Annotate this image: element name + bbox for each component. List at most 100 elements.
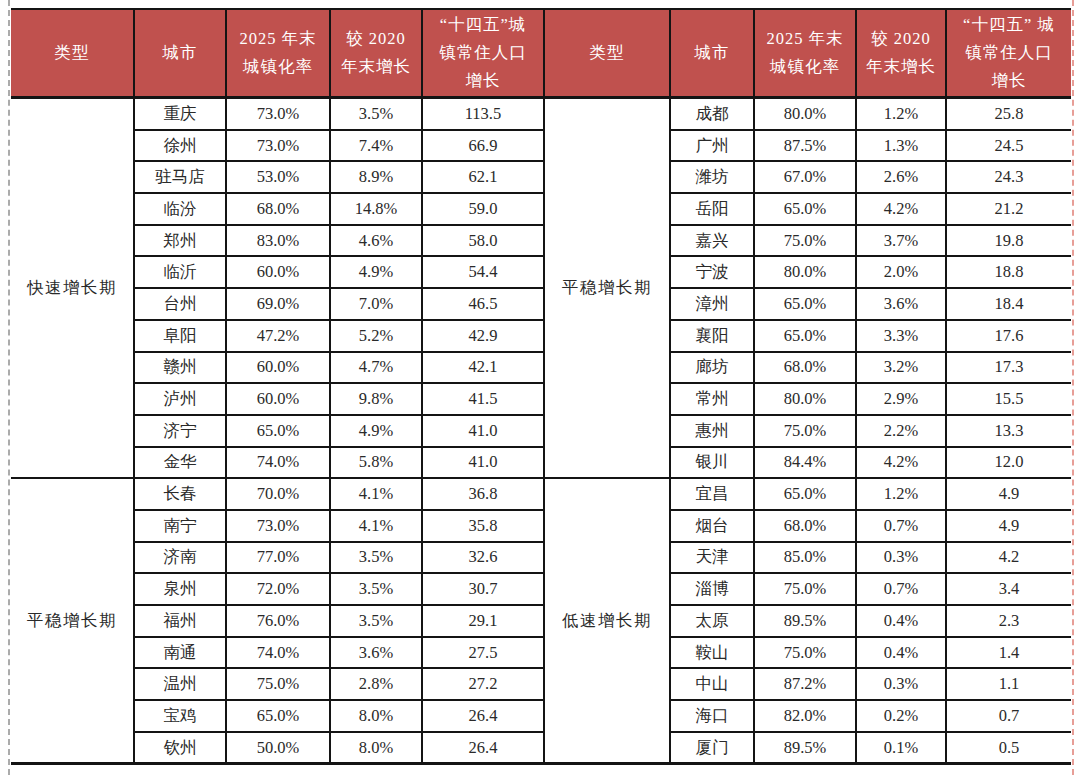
pop-cell: 42.9 xyxy=(422,320,544,352)
pop-cell: 4.9 xyxy=(946,510,1071,542)
table-row: 金华74.0%5.8%41.0银川84.4%4.2%12.0 xyxy=(11,447,1071,479)
growth-cell: 0.3% xyxy=(856,542,946,574)
pop-cell: 113.5 xyxy=(422,98,544,130)
rate-cell: 68.0% xyxy=(754,510,856,542)
rate-cell: 53.0% xyxy=(226,161,330,193)
pop-cell: 46.5 xyxy=(422,288,544,320)
rate-cell: 65.0% xyxy=(226,700,330,732)
pop-cell: 41.5 xyxy=(422,383,544,415)
growth-cell: 0.4% xyxy=(856,605,946,637)
header-type-right: 类型 xyxy=(544,9,670,98)
pop-cell: 13.3 xyxy=(946,415,1071,447)
rate-cell: 73.0% xyxy=(226,130,330,162)
pop-cell: 19.8 xyxy=(946,225,1071,257)
city-cell: 成都 xyxy=(670,98,754,130)
growth-cell: 3.7% xyxy=(856,225,946,257)
growth-cell: 4.9% xyxy=(330,256,422,288)
growth-cell: 4.7% xyxy=(330,352,422,384)
growth-cell: 0.1% xyxy=(856,732,946,764)
table-body: 快速增长期重庆73.0%3.5%113.5平稳增长期成都80.0%1.2%25.… xyxy=(11,98,1071,764)
city-cell: 廊坊 xyxy=(670,352,754,384)
growth-cell: 8.0% xyxy=(330,732,422,764)
city-cell: 中山 xyxy=(670,668,754,700)
rate-cell: 75.0% xyxy=(754,637,856,669)
city-cell: 台州 xyxy=(134,288,226,320)
header-city-left: 城市 xyxy=(134,9,226,98)
table-row: 钦州50.0%8.0%26.4厦门89.5%0.1%0.5 xyxy=(11,732,1071,764)
pop-cell: 30.7 xyxy=(422,573,544,605)
pop-cell: 2.3 xyxy=(946,605,1071,637)
table-row: 快速增长期重庆73.0%3.5%113.5平稳增长期成都80.0%1.2%25.… xyxy=(11,98,1071,130)
table-header-row: 类型 城市 2025 年末 城镇化率 较 2020 年末增长 “十四五”城 镇常… xyxy=(11,9,1071,98)
rate-cell: 65.0% xyxy=(226,415,330,447)
table-row: 平稳增长期长春70.0%4.1%36.8低速增长期宜昌65.0%1.2%4.9 xyxy=(11,478,1071,510)
pop-cell: 15.5 xyxy=(946,383,1071,415)
table-row: 福州76.0%3.5%29.1太原89.5%0.4%2.3 xyxy=(11,605,1071,637)
growth-cell: 4.9% xyxy=(330,415,422,447)
growth-cell: 3.5% xyxy=(330,605,422,637)
page-edge-left-dashed-line xyxy=(8,0,10,775)
header-rate-right: 2025 年末 城镇化率 xyxy=(754,9,856,98)
rate-cell: 77.0% xyxy=(226,542,330,574)
growth-cell: 9.8% xyxy=(330,383,422,415)
pop-cell: 26.4 xyxy=(422,732,544,764)
city-cell: 钦州 xyxy=(134,732,226,764)
growth-cell: 7.0% xyxy=(330,288,422,320)
pop-cell: 26.4 xyxy=(422,700,544,732)
pop-cell: 54.4 xyxy=(422,256,544,288)
pop-cell: 4.2 xyxy=(946,542,1071,574)
city-cell: 广州 xyxy=(670,130,754,162)
rate-cell: 67.0% xyxy=(754,161,856,193)
rate-cell: 60.0% xyxy=(226,256,330,288)
pop-cell: 32.6 xyxy=(422,542,544,574)
city-cell: 烟台 xyxy=(670,510,754,542)
pop-cell: 21.2 xyxy=(946,193,1071,225)
table-row: 温州75.0%2.8%27.2中山87.2%0.3%1.1 xyxy=(11,668,1071,700)
rate-cell: 76.0% xyxy=(226,605,330,637)
pop-cell: 3.4 xyxy=(946,573,1071,605)
growth-cell: 0.7% xyxy=(856,573,946,605)
growth-cell: 4.2% xyxy=(856,447,946,479)
city-cell: 温州 xyxy=(134,668,226,700)
header-growth-right: 较 2020 年末增长 xyxy=(856,9,946,98)
city-cell: 宁波 xyxy=(670,256,754,288)
rate-cell: 80.0% xyxy=(754,383,856,415)
growth-cell: 14.8% xyxy=(330,193,422,225)
pop-cell: 58.0 xyxy=(422,225,544,257)
growth-cell: 3.6% xyxy=(330,637,422,669)
growth-cell: 4.6% xyxy=(330,225,422,257)
rate-cell: 65.0% xyxy=(754,288,856,320)
rate-cell: 73.0% xyxy=(226,510,330,542)
rate-cell: 47.2% xyxy=(226,320,330,352)
table-row: 临沂60.0%4.9%54.4宁波80.0%2.0%18.8 xyxy=(11,256,1071,288)
rate-cell: 65.0% xyxy=(754,320,856,352)
pop-cell: 24.3 xyxy=(946,161,1071,193)
table-row: 徐州73.0%7.4%66.9广州87.5%1.3%24.5 xyxy=(11,130,1071,162)
city-cell: 银川 xyxy=(670,447,754,479)
growth-cell: 5.8% xyxy=(330,447,422,479)
growth-cell: 4.1% xyxy=(330,510,422,542)
growth-cell: 4.1% xyxy=(330,478,422,510)
city-cell: 潍坊 xyxy=(670,161,754,193)
growth-cell: 1.2% xyxy=(856,98,946,130)
header-type-left: 类型 xyxy=(11,9,134,98)
city-cell: 临汾 xyxy=(134,193,226,225)
pop-cell: 17.6 xyxy=(946,320,1071,352)
header-population-growth-left: “十四五”城 镇常住人口 增长 xyxy=(422,9,544,98)
growth-cell: 2.0% xyxy=(856,256,946,288)
city-cell: 岳阳 xyxy=(670,193,754,225)
pop-cell: 59.0 xyxy=(422,193,544,225)
rate-cell: 72.0% xyxy=(226,573,330,605)
table-row: 驻马店53.0%8.9%62.1潍坊67.0%2.6%24.3 xyxy=(11,161,1071,193)
pop-cell: 18.4 xyxy=(946,288,1071,320)
growth-cell: 7.4% xyxy=(330,130,422,162)
rate-cell: 75.0% xyxy=(754,573,856,605)
table-row: 阜阳47.2%5.2%42.9襄阳65.0%3.3%17.6 xyxy=(11,320,1071,352)
city-cell: 泸州 xyxy=(134,383,226,415)
pop-cell: 24.5 xyxy=(946,130,1071,162)
pop-cell: 41.0 xyxy=(422,447,544,479)
rate-cell: 89.5% xyxy=(754,732,856,764)
growth-cell: 0.4% xyxy=(856,637,946,669)
rate-cell: 65.0% xyxy=(754,478,856,510)
rate-cell: 80.0% xyxy=(754,256,856,288)
